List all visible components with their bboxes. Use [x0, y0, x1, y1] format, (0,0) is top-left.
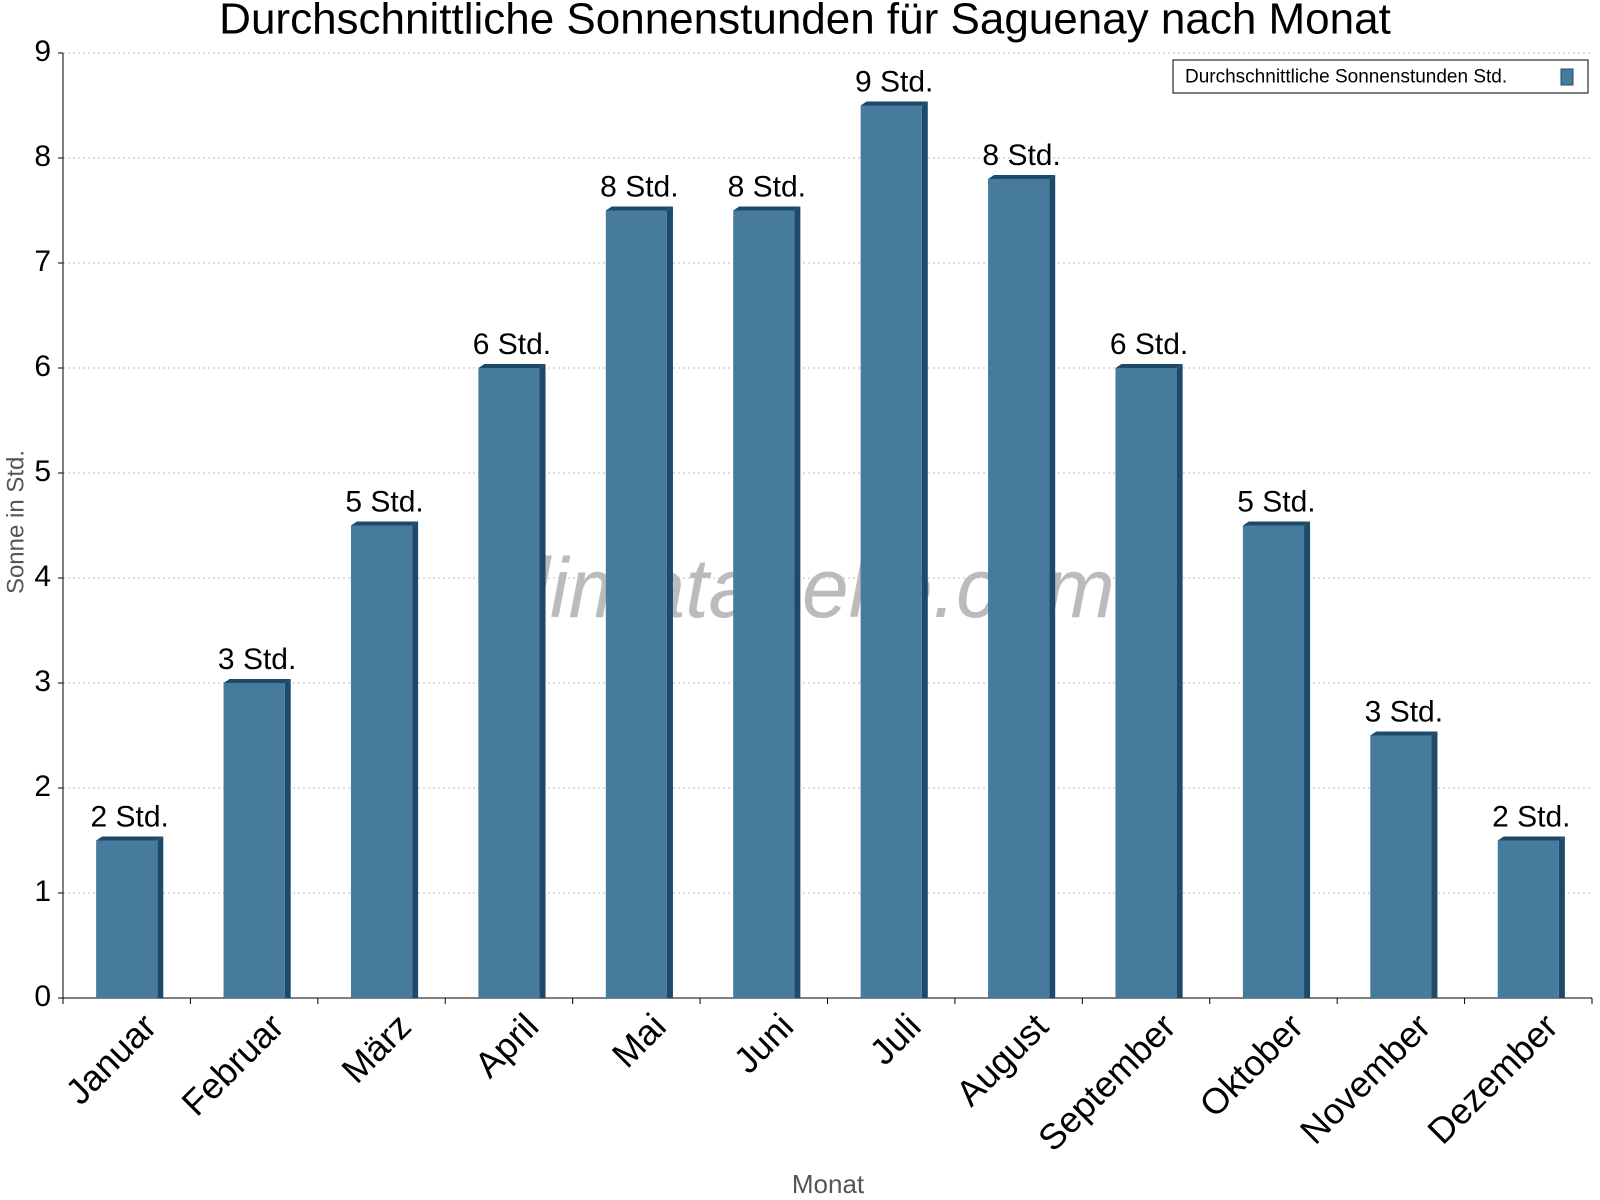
bar-side [666, 206, 673, 998]
bar-top [605, 206, 673, 211]
bar-top [1115, 364, 1183, 368]
bar-side [1558, 836, 1565, 998]
value-label: 2 Std. [91, 800, 169, 833]
x-tick-label: Dezember [1419, 1005, 1565, 1151]
bar [860, 105, 922, 998]
bar [1115, 368, 1177, 998]
value-label: 6 Std. [1110, 328, 1188, 361]
bar-side [921, 101, 928, 998]
y-tick-label: 3 [34, 665, 51, 698]
value-label: 3 Std. [218, 643, 296, 676]
value-label: 6 Std. [473, 328, 551, 361]
value-label: 2 Std. [1492, 800, 1570, 833]
legend-label: Durchschnittliche Sonnenstunden Std. [1185, 67, 1507, 88]
bar-top [1497, 836, 1565, 841]
bar [605, 210, 667, 998]
bar [223, 683, 285, 998]
x-tick-label: Mai [604, 1005, 674, 1075]
bar-top [860, 101, 928, 106]
bar-top [96, 836, 164, 841]
x-tick-label: August [948, 1005, 1056, 1113]
value-label: 8 Std. [728, 170, 806, 203]
bar-side [1304, 521, 1311, 998]
bar-side [157, 836, 164, 998]
bar-top [478, 364, 546, 368]
value-label: 8 Std. [982, 139, 1060, 172]
bar [350, 525, 413, 998]
bar [96, 840, 158, 998]
bar-side [1176, 364, 1183, 998]
y-tick-label: 8 [34, 140, 51, 173]
bar-side [1431, 731, 1438, 998]
x-tick-label: Januar [57, 1005, 164, 1112]
x-tick-label: Oktober [1191, 1005, 1311, 1125]
bar [733, 210, 795, 998]
x-tick-label: Juli [861, 1005, 928, 1072]
x-axis-label: Monat [792, 1169, 865, 1199]
bar-side [1049, 175, 1056, 998]
legend-box [1172, 59, 1589, 94]
y-tick-label: 4 [34, 560, 51, 593]
bar [988, 179, 1050, 998]
y-axis-label: Sonne in Std. [2, 450, 29, 594]
x-tick-label: März [333, 1005, 419, 1091]
x-tick-label: September [1030, 1005, 1184, 1159]
bar-side [284, 679, 291, 998]
value-label: 5 Std. [1237, 485, 1315, 518]
x-tick-label: April [466, 1005, 546, 1085]
value-label: 8 Std. [600, 170, 678, 203]
bar-top [1370, 731, 1438, 736]
x-tick-label: Juni [725, 1005, 801, 1081]
bar-top [988, 175, 1056, 179]
y-tick-label: 0 [34, 980, 51, 1013]
x-tick-label: Februar [173, 1005, 291, 1123]
y-tick-label: 7 [34, 245, 51, 278]
bar [1497, 840, 1559, 998]
y-tick-label: 6 [34, 350, 51, 383]
bar [1242, 525, 1305, 998]
value-label: 3 Std. [1365, 695, 1443, 728]
y-tick-label: 2 [34, 770, 51, 803]
y-tick-label: 5 [34, 455, 51, 488]
bar-top [733, 206, 801, 211]
legend-swatch [1560, 68, 1574, 86]
bar [478, 368, 540, 998]
bar-side [794, 206, 801, 998]
bar-top [350, 521, 419, 526]
bar [1370, 735, 1432, 998]
y-tick-label: 9 [34, 35, 51, 68]
bar-top [223, 679, 291, 683]
bar-top [1242, 521, 1311, 526]
bar-side [539, 364, 546, 998]
x-tick-label: November [1292, 1005, 1438, 1151]
value-label: 5 Std. [345, 485, 423, 518]
bar-side [412, 521, 419, 998]
value-label: 9 Std. [855, 65, 933, 98]
chart-title: Durchschnittliche Sonnenstunden für Sagu… [219, 0, 1391, 44]
y-tick-label: 1 [34, 875, 51, 908]
